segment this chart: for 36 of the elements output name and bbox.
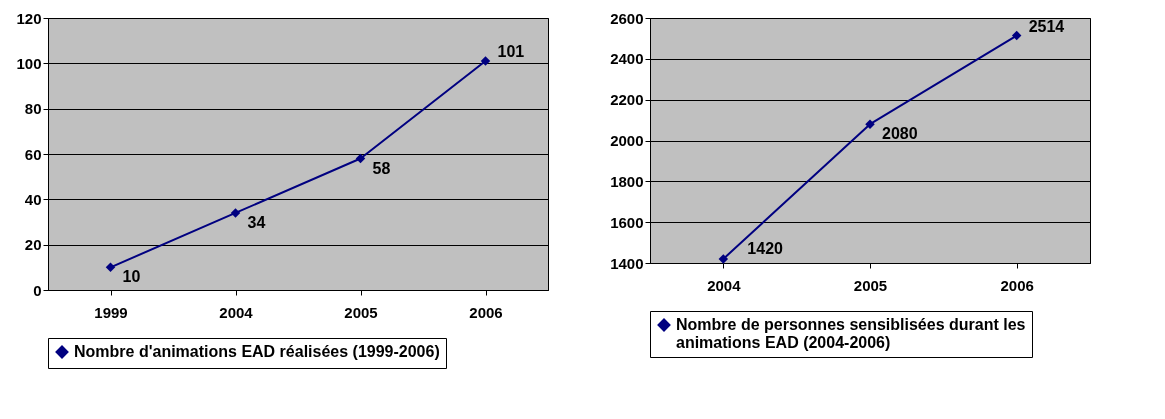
y-tick-label: 1600: [610, 213, 644, 231]
x-tick-label: 2005: [344, 303, 378, 321]
y-tick-label: 2000: [610, 132, 644, 149]
y-tick-label: 2200: [610, 91, 644, 109]
y-tick-label: 2400: [610, 50, 644, 68]
y-tick-label: 120: [16, 9, 42, 27]
point: [105, 262, 116, 273]
y-tick-label: 0: [33, 281, 42, 299]
x-tick-label: 2004: [219, 303, 254, 321]
data-label: 2080: [882, 125, 918, 143]
data-label: 2514: [1028, 17, 1065, 35]
data-label: 1420: [747, 239, 784, 257]
data-label: 58: [372, 159, 391, 177]
y-tick-label: 1400: [610, 254, 644, 272]
point: [480, 56, 491, 66]
x-tick-label: 2004: [707, 276, 742, 294]
point: [718, 254, 729, 264]
y-tick-label: 1800: [610, 172, 644, 190]
y-tick-label: 20: [24, 236, 42, 254]
y-tick-label: 80: [24, 100, 42, 118]
data-label: 101: [497, 43, 525, 61]
x-tick-label: 2006: [469, 303, 503, 321]
point: [355, 153, 366, 164]
y-tick-label: 100: [16, 54, 42, 72]
data-label: 10: [122, 268, 141, 286]
x-tick-label: 2006: [1000, 276, 1034, 294]
x-tick-label: 2005: [853, 276, 888, 294]
y-tick-label: 2600: [610, 9, 644, 27]
point: [1011, 30, 1022, 41]
point: [230, 208, 241, 218]
data-label: 34: [247, 213, 266, 231]
y-tick-label: 40: [24, 190, 42, 208]
legend-label: Nombre d'animations EAD réalisées (1999-2006): [74, 343, 440, 360]
y-tick-label: 60: [24, 145, 42, 163]
legend-label: Nombre de personnes sensiblisées durant les animations EAD (2004-2006): [676, 316, 1026, 351]
x-tick-label: 1999: [94, 303, 128, 321]
